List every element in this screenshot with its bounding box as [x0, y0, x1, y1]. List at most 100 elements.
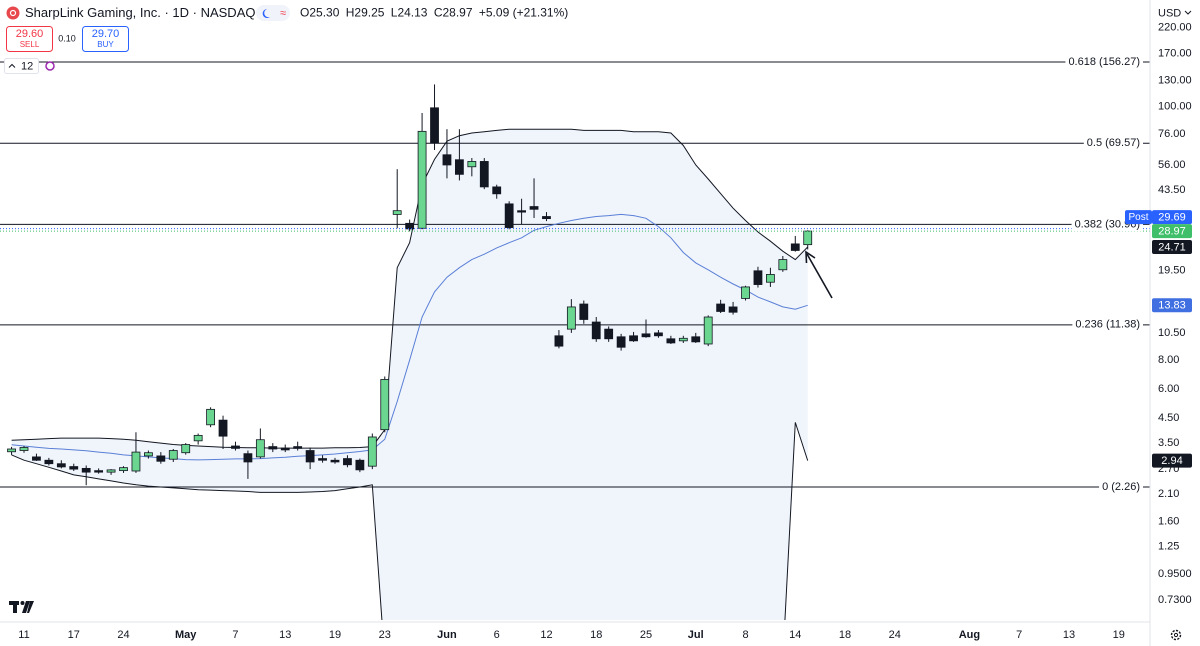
- candle-body: [579, 303, 589, 320]
- candle-body: [218, 419, 228, 437]
- candle-body: [703, 316, 713, 345]
- band-line: [11, 422, 809, 620]
- candle-body: [654, 332, 663, 337]
- x-tick-label: 19: [329, 629, 341, 641]
- candle-layer: [7, 84, 813, 486]
- candle-body: [44, 459, 54, 465]
- sell-button[interactable]: [6, 26, 53, 52]
- logo-part: [27, 601, 34, 613]
- candle-body: [106, 469, 116, 473]
- x-tick-label: 12: [540, 629, 552, 641]
- arrow-shaft: [806, 253, 833, 299]
- candle-body: [119, 467, 128, 472]
- candle-body: [19, 447, 29, 451]
- x-tick-label: Aug: [959, 629, 980, 641]
- logo-part: [22, 601, 30, 613]
- candle-body: [629, 335, 638, 342]
- y-tick-label: 170.00: [1158, 47, 1192, 59]
- level-label: 0.5 (69.57): [1087, 137, 1140, 149]
- level-label: 0.618 (156.27): [1068, 56, 1140, 68]
- candle-body: [255, 439, 265, 458]
- session-icon: [262, 9, 270, 18]
- candle-body: [131, 451, 141, 472]
- candle-body: [268, 446, 278, 450]
- candle-body: [56, 463, 66, 468]
- price-badge-label: 13.83: [1158, 300, 1186, 312]
- candle-body: [691, 336, 701, 343]
- arrow-head: [805, 250, 816, 264]
- symbol-title[interactable]: SharpLink Gaming, Inc. · 1D · NASDAQ: [25, 5, 255, 20]
- candle-body: [566, 306, 576, 330]
- ohlc-key: L: [391, 6, 398, 20]
- candle-body: [206, 408, 216, 426]
- level-label: 0.236 (11.38): [1075, 319, 1140, 331]
- price-badge: [1152, 210, 1192, 225]
- candle-body: [168, 450, 178, 460]
- candle-body: [803, 230, 813, 246]
- delay-icon: ≈: [280, 7, 286, 19]
- candle-body: [143, 452, 153, 457]
- y-tick-label: 100.00: [1158, 101, 1192, 113]
- brand-logo: [9, 601, 34, 613]
- y-tick-label: 3.50: [1158, 437, 1179, 449]
- candle-body: [716, 303, 726, 312]
- y-tick-label: 56.00: [1158, 159, 1186, 171]
- sell-label: SELL: [20, 40, 40, 49]
- price-tag: [1125, 210, 1152, 225]
- y-tick-label: 1.25: [1158, 540, 1179, 552]
- sell-price: 29.60: [16, 28, 44, 40]
- candle-body: [554, 335, 564, 347]
- candle-body: [728, 306, 738, 313]
- logo-part: [20, 601, 25, 605]
- price-badge: [1152, 240, 1192, 255]
- band-line-layer: [11, 128, 809, 620]
- x-tick-label: 23: [379, 629, 391, 641]
- indicator-icon[interactable]: [45, 61, 55, 71]
- y-tick-label: 130.00: [1158, 74, 1192, 86]
- y-tick-label: 8.00: [1158, 354, 1179, 366]
- candle-body: [542, 216, 551, 220]
- indicator-toggle[interactable]: [4, 58, 39, 74]
- candle-body: [330, 459, 340, 463]
- candle-body: [32, 456, 41, 461]
- y-tick-label: 0.7300: [1158, 594, 1192, 606]
- buy-label: BUY: [97, 40, 114, 49]
- candle-body: [741, 286, 750, 299]
- logo-part: [13, 601, 17, 613]
- level-label-layer: 0.618 (156.27) 0.5 (69.57) 0.382 (30.96) 0.…: [1065, 54, 1143, 494]
- settings-icon-core: [1173, 632, 1179, 638]
- axis-layer: 220.00170.00130.00100.0076.0056.0043.501…: [18, 22, 1191, 641]
- candle-body: [467, 161, 477, 168]
- candle-body: [367, 436, 377, 467]
- ohlc-value: 25.30: [309, 6, 339, 20]
- candle-body: [181, 444, 191, 454]
- candle-body: [69, 466, 79, 470]
- candle-body: [392, 210, 402, 215]
- x-tick-label: 24: [117, 629, 129, 641]
- candle-body: [417, 130, 427, 229]
- symbol-logo[interactable]: [6, 6, 20, 20]
- y-tick-label: 4.50: [1158, 412, 1179, 424]
- y-tick-label: 6.00: [1158, 383, 1179, 395]
- candle-body: [529, 206, 539, 210]
- x-tick-label: Jun: [437, 629, 457, 641]
- y-tick-label: 10.50: [1158, 327, 1186, 339]
- level-label: 0.382 (30.96): [1075, 218, 1140, 230]
- price-badge: [1152, 224, 1192, 239]
- band-layer: [11, 129, 808, 620]
- x-tick-label: 11: [18, 629, 29, 641]
- ohlc-value: 28.97: [443, 6, 473, 20]
- candle-body: [517, 210, 526, 213]
- settings-icon[interactable]: [1170, 629, 1182, 641]
- buy-button[interactable]: [82, 26, 129, 52]
- candle-body: [641, 333, 651, 338]
- price-badge-label: 29.69: [1158, 211, 1186, 223]
- y-tick-label: 43.50: [1158, 184, 1186, 196]
- candle-body: [442, 154, 452, 166]
- ohlc-value: 24.13: [397, 6, 427, 20]
- candle-body: [280, 447, 290, 451]
- candle-body: [156, 455, 166, 462]
- currency[interactable]: USD: [1158, 7, 1181, 19]
- candle-body: [405, 222, 415, 230]
- x-tick-label: 18: [590, 629, 602, 641]
